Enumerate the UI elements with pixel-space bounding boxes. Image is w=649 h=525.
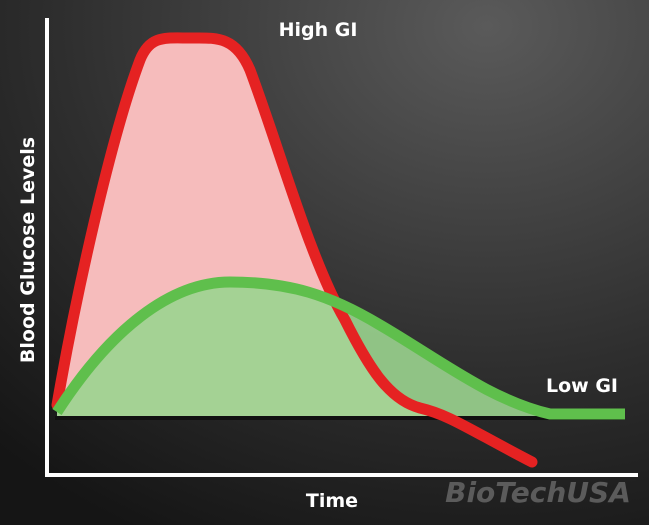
- y-axis-label: Blood Glucose Levels: [17, 137, 39, 363]
- watermark: BioTechUSA: [445, 476, 631, 509]
- high-gi-label: High GI: [279, 19, 358, 41]
- high-gi-curve: [51, 32, 538, 468]
- low-gi-curve: [52, 276, 625, 420]
- x-axis-label: Time: [306, 490, 358, 512]
- low-gi-label: Low GI: [546, 375, 618, 397]
- low-gi-area: [57, 282, 625, 418]
